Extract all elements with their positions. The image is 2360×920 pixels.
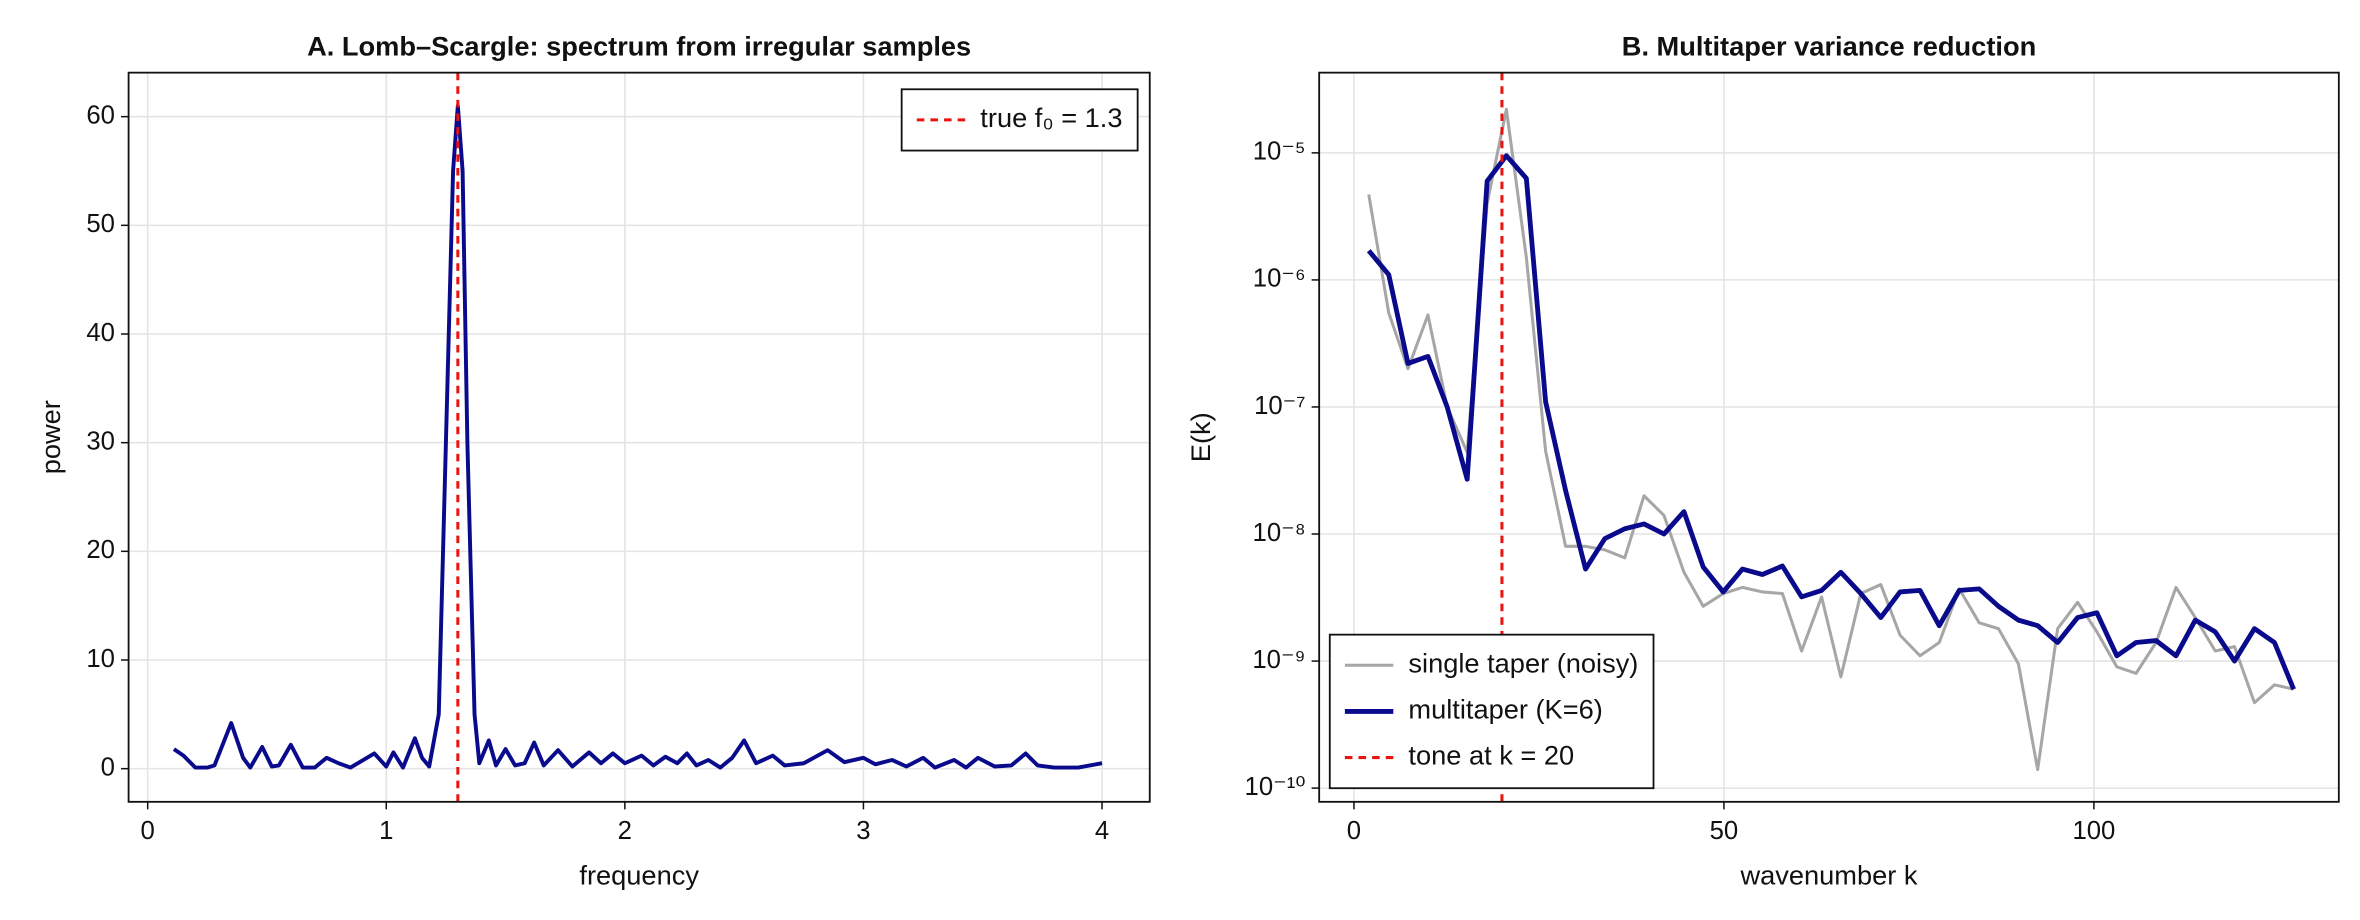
y-tick-label: 10⁻⁸ — [1253, 519, 1306, 547]
series-line — [1366, 153, 2296, 691]
y-tick-label: 10⁻¹⁰ — [1245, 773, 1306, 801]
x-tick-label: 0 — [141, 817, 155, 845]
y-tick-label: 10⁻⁷ — [1254, 392, 1305, 420]
plot — [1366, 72, 2296, 802]
legend-label: multitaper (K=6) — [1408, 694, 1602, 725]
legend: single taper (noisy) multitaper (K=6) tone… — [1328, 633, 1655, 790]
x-axis-label: wavenumber k — [1739, 860, 1917, 891]
x-tick-label: 50 — [1710, 817, 1739, 845]
plot-frame — [1318, 71, 2340, 803]
y-axis-label: E(k) — [1185, 412, 1216, 462]
panel: 0 50 100 10⁻¹⁰ 10⁻⁹ 10⁻⁸ 10⁻⁷ 10⁻⁶ 10⁻⁵ B. Multit… — [1185, 31, 2340, 891]
y-tick-label: 10⁻⁹ — [1252, 646, 1305, 674]
x-tick-label: 3 — [856, 817, 870, 845]
y-tick-label: 10 — [86, 645, 115, 673]
legend-label: true f₀ = 1.3 — [980, 102, 1122, 133]
y-tick-label: 20 — [86, 536, 115, 564]
x-tick-label: 2 — [618, 817, 632, 845]
plot — [172, 72, 1103, 802]
y-tick-label: 60 — [86, 101, 115, 129]
y-tick-label: 0 — [101, 753, 115, 781]
x-tick-label: 0 — [1347, 817, 1361, 845]
y-axis-label: power — [35, 400, 66, 474]
legend: true f₀ = 1.3 — [900, 88, 1139, 152]
chart-title: A. Lomb–Scargle: spectrum from irregular… — [307, 31, 971, 62]
x-tick-label: 100 — [2072, 817, 2115, 845]
plot-frame — [127, 71, 1151, 803]
x-tick-label: 1 — [379, 817, 393, 845]
x-tick-label: 4 — [1095, 817, 1109, 845]
legend-box — [900, 88, 1139, 152]
y-tick-label: 30 — [86, 427, 115, 455]
y-tick-label: 10⁻⁶ — [1253, 265, 1306, 293]
chart-title: B. Multitaper variance reduction — [1622, 31, 2036, 62]
y-tick-label: 50 — [86, 210, 115, 238]
series-line — [172, 103, 1103, 770]
legend-label: single taper (noisy) — [1408, 647, 1638, 678]
y-tick-label: 40 — [86, 319, 115, 347]
series-line — [1367, 107, 2295, 772]
legend-label: tone at k = 20 — [1408, 740, 1574, 771]
x-axis-label: frequency — [579, 860, 699, 891]
y-tick-label: 10⁻⁵ — [1253, 138, 1306, 166]
